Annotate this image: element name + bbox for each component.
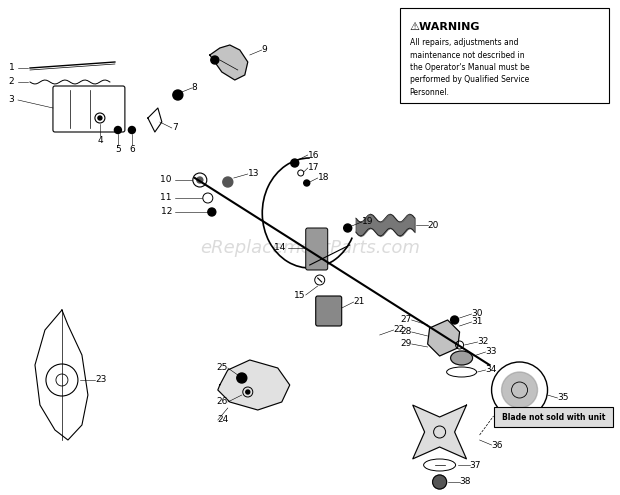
Text: Blade not sold with unit: Blade not sold with unit — [502, 412, 605, 422]
Text: 16: 16 — [308, 150, 319, 159]
Text: 35: 35 — [557, 394, 569, 402]
Circle shape — [173, 90, 183, 100]
Text: 3: 3 — [9, 96, 18, 104]
Text: 11: 11 — [161, 194, 175, 202]
Polygon shape — [413, 405, 466, 459]
FancyBboxPatch shape — [494, 407, 613, 427]
Ellipse shape — [451, 351, 472, 365]
Circle shape — [98, 116, 102, 120]
Bar — [400, 8, 609, 103]
Text: 28: 28 — [401, 328, 412, 337]
Text: 17: 17 — [308, 163, 319, 172]
Circle shape — [223, 177, 232, 187]
Text: ⚠WARNING: ⚠WARNING — [410, 22, 480, 32]
Text: 19: 19 — [361, 217, 373, 227]
Circle shape — [291, 159, 299, 167]
Text: 18: 18 — [317, 174, 329, 183]
Text: 24: 24 — [218, 415, 229, 425]
Circle shape — [115, 127, 122, 134]
Polygon shape — [428, 320, 459, 356]
Text: 37: 37 — [469, 460, 481, 469]
Circle shape — [451, 316, 459, 324]
Text: 20: 20 — [428, 220, 439, 230]
Circle shape — [433, 475, 446, 489]
Circle shape — [211, 56, 219, 64]
Text: 2: 2 — [9, 78, 18, 87]
FancyBboxPatch shape — [53, 86, 125, 132]
Text: 8: 8 — [192, 84, 198, 93]
Text: 36: 36 — [492, 441, 503, 449]
Text: 25: 25 — [216, 363, 228, 373]
Text: 33: 33 — [485, 347, 497, 356]
Text: 27: 27 — [401, 315, 412, 325]
Circle shape — [237, 373, 247, 383]
Text: 29: 29 — [401, 340, 412, 348]
Circle shape — [197, 177, 203, 183]
Circle shape — [343, 224, 352, 232]
Text: 10: 10 — [161, 176, 175, 185]
Text: 14: 14 — [273, 244, 288, 252]
Text: 7: 7 — [172, 123, 177, 133]
Text: 38: 38 — [459, 478, 471, 487]
Circle shape — [128, 127, 135, 134]
Polygon shape — [218, 360, 290, 410]
Text: 1: 1 — [9, 63, 18, 72]
Text: 21: 21 — [353, 297, 365, 306]
Text: 32: 32 — [477, 338, 489, 346]
Text: 9: 9 — [262, 46, 267, 54]
Text: 13: 13 — [248, 169, 259, 179]
Circle shape — [246, 390, 250, 394]
Text: eReplacementParts.com: eReplacementParts.com — [200, 239, 420, 257]
Text: All repairs, adjustments and
maintenance not described in
the Operator's Manual : All repairs, adjustments and maintenance… — [410, 38, 529, 97]
Text: 4: 4 — [97, 136, 103, 145]
Text: 12: 12 — [161, 207, 175, 216]
Text: 26: 26 — [216, 397, 228, 406]
Text: 30: 30 — [472, 309, 483, 318]
FancyBboxPatch shape — [306, 228, 328, 270]
Text: 22: 22 — [394, 326, 405, 335]
Text: 5: 5 — [115, 145, 121, 154]
Text: 31: 31 — [472, 317, 483, 327]
Circle shape — [304, 180, 310, 186]
Text: 6: 6 — [129, 145, 135, 154]
Circle shape — [502, 372, 538, 408]
FancyBboxPatch shape — [316, 296, 342, 326]
Polygon shape — [210, 45, 248, 80]
Text: 15: 15 — [294, 291, 306, 299]
Text: 23: 23 — [95, 376, 106, 385]
Text: 34: 34 — [485, 365, 497, 375]
Circle shape — [208, 208, 216, 216]
